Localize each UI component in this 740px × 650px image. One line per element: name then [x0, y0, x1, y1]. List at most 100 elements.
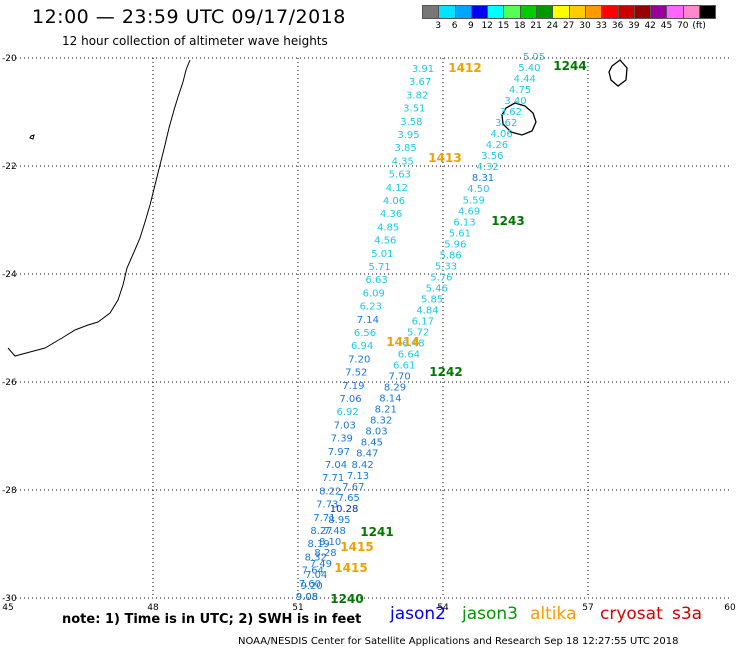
swh-value: 4.85 — [377, 222, 399, 233]
swh-value: 5.61 — [449, 228, 471, 239]
swh-value: 4.06 — [490, 129, 512, 140]
swh-value: 8.28 — [314, 548, 336, 559]
swh-value: 3.62 — [495, 118, 517, 129]
swh-value: 3.82 — [406, 90, 428, 101]
swh-value: 7.64 — [302, 566, 324, 577]
swh-value: 4.26 — [486, 140, 508, 151]
satellite-legend-item: cryosat — [600, 604, 663, 624]
swh-value: 7.39 — [331, 434, 353, 445]
pass-number-label: 1242 — [429, 365, 462, 379]
swh-value: 5.72 — [407, 328, 429, 339]
legend-tick-labels: 3 6 9 12 15 18 21 24 27 30 33 36 39 42 45 70 (ft) — [422, 19, 715, 33]
satellite-legend-item: jason3 — [462, 604, 518, 624]
swh-value: 4.69 — [458, 206, 480, 217]
swh-value: 8.45 — [361, 438, 383, 449]
pass-number-label: 1413 — [428, 151, 461, 165]
swh-value: 7.20 — [348, 354, 370, 365]
swh-value: 5.85 — [421, 294, 443, 305]
legend-swatch — [699, 5, 717, 19]
swh-value: 3.58 — [400, 117, 422, 128]
swh-value: 4.75 — [509, 85, 531, 96]
legend-tick-label: 27 — [562, 21, 575, 31]
swh-value: 7.52 — [345, 368, 367, 379]
swh-value: 6.94 — [351, 341, 373, 352]
swh-value: 5.01 — [371, 249, 393, 260]
lon-label: 45 — [2, 603, 13, 613]
swh-value: 6.23 — [360, 302, 382, 313]
swh-value: 7.65 — [338, 493, 360, 504]
legend-tick-label: 18 — [514, 21, 526, 31]
swh-value: 3.95 — [397, 130, 419, 141]
swh-value: 7.70 — [389, 372, 411, 383]
swh-value: 7.04 — [325, 460, 347, 471]
pass-number-label: 1415 — [334, 561, 367, 575]
swh-value: 5.05 — [523, 52, 545, 63]
legend-tick-label: 6 — [451, 21, 458, 31]
pass-number-label: 1243 — [491, 214, 524, 228]
legend-tick-label: 3 — [435, 21, 442, 31]
lon-label: 57 — [582, 603, 593, 613]
swh-value: 4.36 — [380, 209, 402, 220]
swh-value: 7.13 — [347, 471, 369, 482]
swh-value: 9.20 — [300, 581, 322, 592]
altimeter-tracks: 3.91 3.67 3.82 3.51 3.58 3.95 3.85 4.35 5.63 4.12… — [296, 52, 587, 606]
map-grid — [8, 57, 732, 599]
legend-tick-label: 12 — [481, 21, 493, 31]
swh-value: 7.19 — [342, 381, 364, 392]
swh-value: 9.08 — [296, 592, 318, 603]
axis-labels: 45 48 51 54 57 60 -20 -22 -24 -26 -28 -30 — [2, 54, 736, 613]
swh-value: 3.62 — [500, 107, 522, 118]
swh-value: 5.96 — [444, 239, 466, 250]
swh-value: 3.67 — [409, 77, 431, 88]
lon-label: 51 — [292, 603, 303, 613]
swh-value: 6.92 — [336, 407, 358, 418]
swh-value: 4.44 — [514, 74, 536, 85]
madagascar-coastline — [7, 59, 191, 357]
pass-number-label: 1414 — [386, 335, 419, 349]
swh-value: 4.50 — [467, 184, 489, 195]
swh-value: 6.64 — [398, 350, 420, 361]
lon-label: 60 — [724, 603, 736, 613]
swh-value: 4.12 — [386, 183, 408, 194]
chart-title: 12:00 — 23:59 UTC 09/17/2018 — [32, 6, 346, 28]
swh-value: 6.48 — [402, 339, 424, 350]
footer-note: note: 1) Time is in UTC; 2) SWH is in fe… — [62, 612, 362, 627]
swh-value: 5.71 — [368, 262, 390, 273]
swh-value: 10.28 — [330, 504, 359, 515]
swh-value: 5.86 — [439, 250, 461, 261]
swh-value: 8.19 — [307, 539, 329, 550]
coastline — [7, 59, 628, 357]
legend-tick-label: (ft) — [692, 21, 706, 31]
pass-number-label: 1412 — [448, 61, 481, 75]
legend-tick-label: 15 — [497, 21, 510, 31]
pass-number-label: 1244 — [553, 59, 586, 73]
legend-color-bar — [422, 5, 717, 19]
swh-value: 6.61 — [393, 361, 415, 372]
satellite-legend-item: jason2 — [390, 604, 446, 624]
swh-value: 5.33 — [435, 261, 457, 272]
footer-credit: NOAA/NESDIS Center for Satellite Applica… — [238, 636, 679, 647]
swh-value: 7.73 — [316, 500, 338, 511]
swh-value: 6.13 — [453, 217, 475, 228]
swh-value: 8.22 — [319, 486, 341, 497]
legend-tick-label: 36 — [611, 21, 624, 31]
lat-label: -22 — [2, 162, 17, 172]
swh-value: 6.63 — [365, 275, 387, 286]
swh-value: 8.95 — [328, 515, 350, 526]
swh-value: 4.84 — [416, 305, 438, 316]
swh-value: 7.60 — [299, 579, 321, 590]
pass-number-label: 1415 — [340, 540, 373, 554]
swh-value: 7.04 — [305, 570, 327, 581]
lat-label: -28 — [2, 486, 17, 496]
legend-tick-label: 42 — [644, 21, 656, 31]
lat-label: -26 — [2, 378, 17, 388]
swh-value: 8.10 — [319, 537, 341, 548]
legend-tick-label: 24 — [546, 21, 559, 31]
swh-value: 3.91 — [412, 64, 434, 75]
swh-value: 5.46 — [426, 283, 448, 294]
swh-value: 8.42 — [351, 460, 373, 471]
swh-value: 8.14 — [379, 394, 401, 405]
swh-value: 4.32 — [477, 162, 499, 173]
chart-subtitle: 12 hour collection of altimeter wave hei… — [62, 34, 328, 48]
